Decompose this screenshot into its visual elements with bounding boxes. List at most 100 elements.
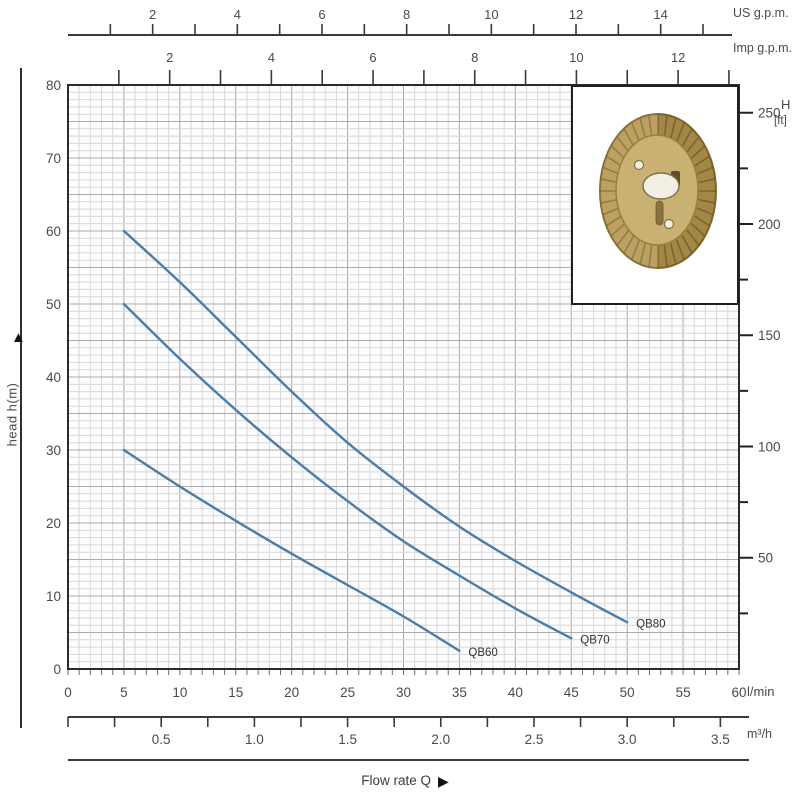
impeller-vane bbox=[669, 117, 677, 139]
impeller-vane bbox=[690, 222, 706, 237]
impeller-vane bbox=[675, 122, 686, 143]
lmin-tick-label: 55 bbox=[676, 685, 691, 700]
ft-tick-label: 100 bbox=[758, 439, 781, 454]
impeller-vane bbox=[605, 155, 622, 167]
m3h-tick-label: 2.0 bbox=[431, 732, 450, 747]
impeller-vane bbox=[663, 114, 668, 137]
head-m-tick-label: 50 bbox=[46, 297, 61, 312]
impeller-hole-top bbox=[633, 159, 645, 171]
impeller-vane bbox=[696, 166, 714, 175]
impeller-vane bbox=[686, 136, 700, 153]
curve-label-qb80: QB80 bbox=[636, 618, 665, 630]
x-axis-title: Flow rate Q bbox=[361, 773, 431, 788]
impeller-vane bbox=[630, 239, 641, 260]
lmin-tick-label: 40 bbox=[508, 685, 523, 700]
curve-qb70 bbox=[122, 302, 573, 640]
lmin-tick-label: 45 bbox=[564, 685, 579, 700]
y-axis-title: head h(m) bbox=[4, 382, 20, 447]
m3h-tick-label: 3.0 bbox=[618, 732, 637, 747]
head-m-tick-label: 70 bbox=[46, 151, 61, 166]
lmin-tick-label: 25 bbox=[340, 685, 355, 700]
us-gpm-tick-label: 6 bbox=[318, 7, 325, 22]
m3h-tick-label: 0.5 bbox=[152, 732, 171, 747]
ft-tick-label: 50 bbox=[758, 551, 773, 566]
impeller-vane bbox=[623, 235, 635, 254]
lmin-tick-label: 5 bbox=[120, 685, 128, 700]
imp-gpm-tick-label: 12 bbox=[671, 50, 685, 65]
impeller-vane bbox=[610, 145, 626, 160]
imp-gpm-unit-label: Imp g.p.m. bbox=[733, 41, 793, 55]
right-arrow-icon: ▶ bbox=[438, 772, 449, 789]
impeller-vane bbox=[616, 136, 630, 153]
lmin-unit-label: l/min bbox=[747, 684, 775, 699]
head-m-tick-label: 20 bbox=[46, 516, 61, 531]
impeller-vane bbox=[686, 229, 700, 246]
head-m-tick-label: 80 bbox=[46, 78, 61, 93]
m3h-tick-label: 1.5 bbox=[338, 732, 357, 747]
impeller-vane bbox=[694, 155, 711, 167]
imp-gpm-tick-label: 6 bbox=[369, 50, 376, 65]
impeller-hole-bottom bbox=[663, 218, 675, 230]
impeller-vane bbox=[669, 243, 677, 265]
impeller-vane bbox=[694, 215, 711, 227]
lmin-tick-label: 15 bbox=[228, 685, 243, 700]
m3h-unit-label: m³/h bbox=[747, 727, 772, 741]
impeller-vane bbox=[663, 245, 668, 268]
imp-gpm-tick-label: 2 bbox=[166, 50, 173, 65]
ft-tick-label: 250 bbox=[758, 106, 781, 121]
us-gpm-tick-label: 4 bbox=[234, 7, 241, 22]
curve-qb80 bbox=[122, 229, 629, 624]
lmin-tick-label: 35 bbox=[452, 685, 467, 700]
impeller-vane bbox=[648, 114, 653, 137]
right-axis-title: H bbox=[781, 97, 791, 112]
lmin-tick-label: 10 bbox=[172, 685, 187, 700]
m3h-tick-label: 1.0 bbox=[245, 732, 264, 747]
imp-gpm-tick-label: 8 bbox=[471, 50, 478, 65]
head-m-tick-label: 40 bbox=[46, 370, 61, 385]
impeller-vane bbox=[602, 166, 620, 175]
x-axis-title-row: Flow rate Q ▶ bbox=[320, 773, 490, 788]
lmin-tick-label: 20 bbox=[284, 685, 299, 700]
impeller-vane bbox=[602, 207, 620, 216]
imp-gpm-tick-label: 4 bbox=[268, 50, 275, 65]
plot-border bbox=[67, 84, 740, 670]
curve-label-qb70: QB70 bbox=[580, 634, 609, 646]
impeller-vane bbox=[698, 178, 716, 184]
impeller-vane bbox=[639, 243, 647, 265]
us-gpm-unit-label: US g.p.m. bbox=[733, 6, 789, 20]
impeller-vane bbox=[648, 245, 653, 268]
ft-tick-label: 200 bbox=[758, 217, 781, 232]
up-arrow-icon: ▲ bbox=[11, 329, 26, 346]
us-gpm-tick-label: 10 bbox=[484, 7, 498, 22]
right-axis-unit-ft: [ft] bbox=[774, 115, 787, 127]
curve-label-qb60: QB60 bbox=[468, 647, 497, 659]
impeller-vane bbox=[616, 229, 630, 246]
impeller-vane bbox=[681, 235, 693, 254]
head-m-tick-label: 60 bbox=[46, 224, 61, 239]
lmin-tick-label: 50 bbox=[620, 685, 635, 700]
imp-gpm-tick-label: 10 bbox=[569, 50, 583, 65]
impeller-vane bbox=[639, 117, 647, 139]
impeller-vane bbox=[610, 222, 626, 237]
m3h-tick-label: 2.5 bbox=[525, 732, 544, 747]
impeller-center-hole bbox=[642, 172, 680, 200]
impeller-vane bbox=[681, 128, 693, 147]
curve-qb60 bbox=[122, 448, 461, 652]
impeller-vane bbox=[698, 198, 716, 204]
us-gpm-tick-label: 12 bbox=[569, 7, 583, 22]
m3h-tick-label: 3.5 bbox=[711, 732, 730, 747]
head-m-tick-label: 10 bbox=[46, 589, 61, 604]
impeller-vane bbox=[600, 198, 618, 204]
impeller-vane bbox=[696, 207, 714, 216]
lmin-tick-label: 30 bbox=[396, 685, 411, 700]
impeller-drawing bbox=[599, 113, 717, 269]
impeller-vane bbox=[623, 128, 635, 147]
lmin-tick-label: 60 bbox=[731, 685, 746, 700]
impeller-vane bbox=[690, 145, 706, 160]
us-gpm-tick-label: 8 bbox=[403, 7, 410, 22]
impeller-vane bbox=[630, 122, 641, 143]
head-m-tick-label: 30 bbox=[46, 443, 61, 458]
head-m-tick-label: 0 bbox=[53, 662, 61, 677]
impeller-vane bbox=[600, 178, 618, 184]
ft-tick-label: 150 bbox=[758, 328, 781, 343]
